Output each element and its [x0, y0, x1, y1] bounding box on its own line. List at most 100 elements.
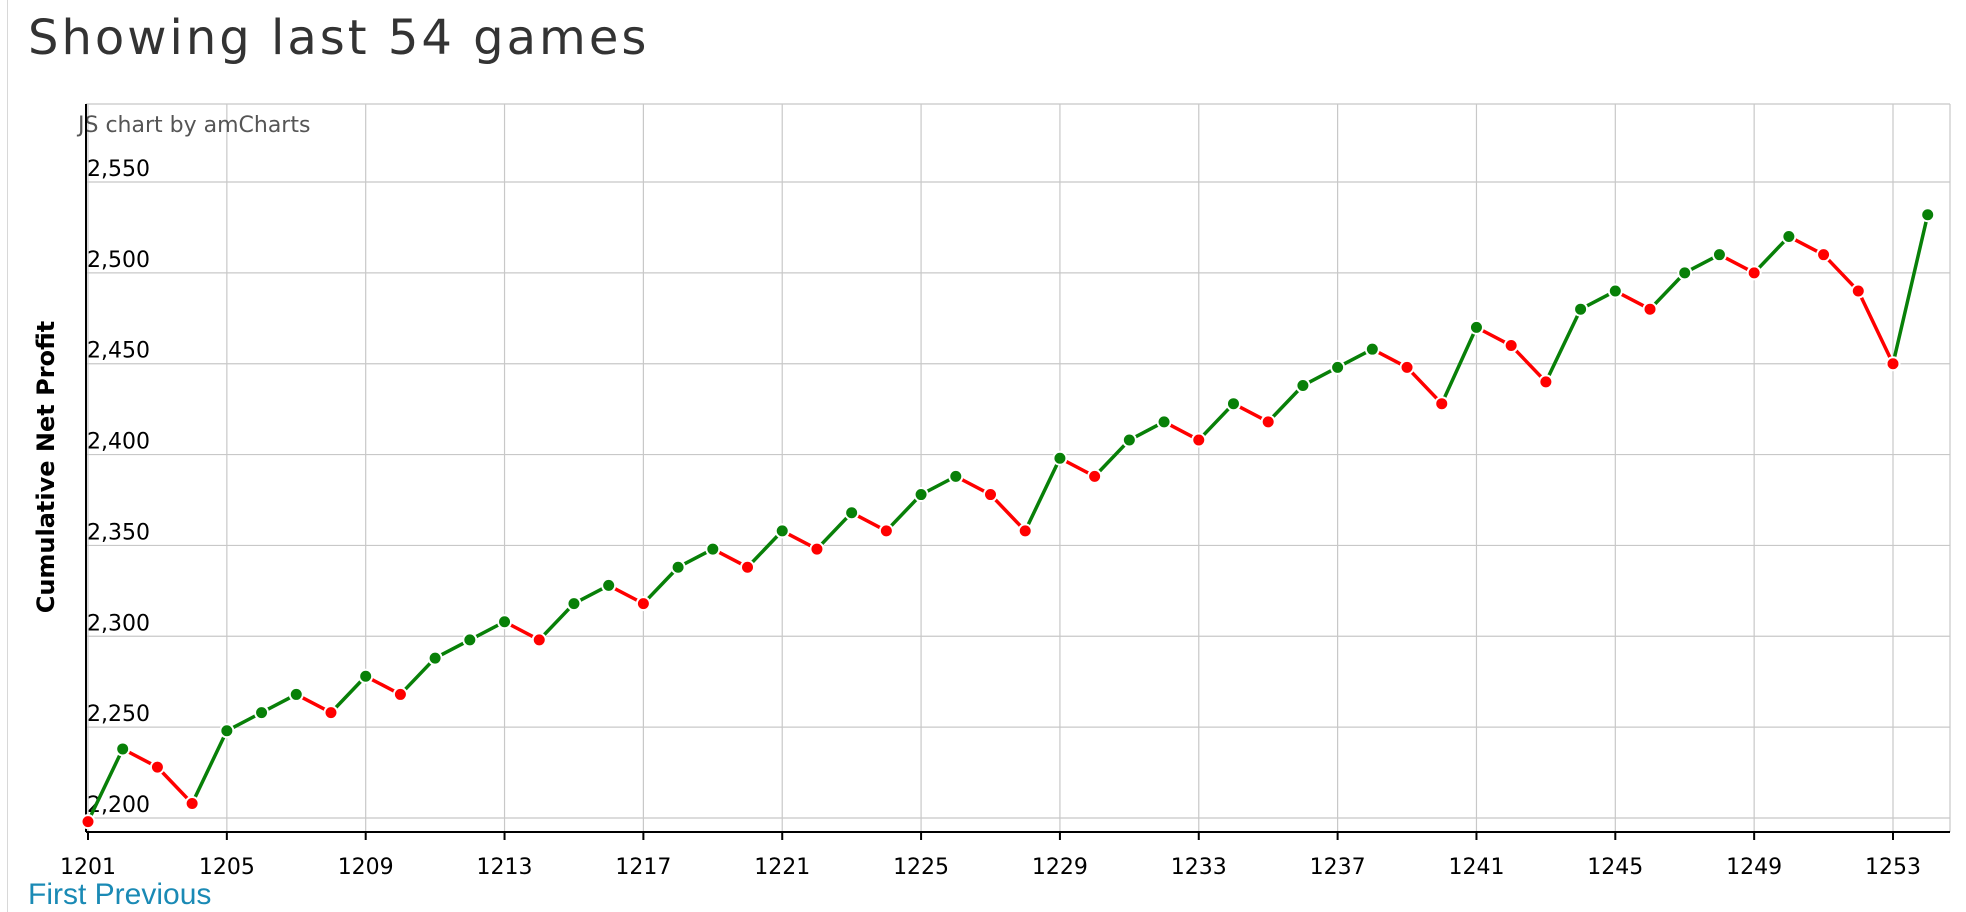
data-point-loss: [809, 541, 825, 557]
x-tick-label: 1237: [1310, 855, 1366, 880]
data-point-win: [288, 686, 304, 702]
y-tick-label: 2,350: [87, 520, 150, 545]
line-segment: [1891, 212, 1930, 366]
line-segment: [1405, 365, 1444, 406]
data-point-loss: [1850, 283, 1866, 299]
y-tick-label: 2,300: [87, 611, 150, 636]
line-segment: [988, 492, 1027, 533]
data-point-win: [1468, 319, 1484, 335]
data-point-loss: [1503, 338, 1519, 354]
data-point-loss: [1260, 414, 1276, 430]
data-point-loss: [635, 596, 651, 612]
data-point-loss: [878, 523, 894, 539]
data-point-win: [1156, 414, 1172, 430]
x-tick-label: 1249: [1726, 855, 1782, 880]
data-point-loss: [80, 814, 96, 830]
x-tick-label: 1201: [60, 855, 116, 880]
x-tick-label: 1213: [477, 855, 533, 880]
data-point-win: [1781, 229, 1797, 245]
first-page-link[interactable]: First: [28, 878, 87, 911]
data-point-win: [1573, 301, 1589, 317]
data-point-win: [219, 723, 235, 739]
chart-grid: [86, 103, 1951, 832]
data-point-win: [1121, 432, 1137, 448]
y-tick-label: 2,400: [87, 430, 150, 455]
x-tick-label: 1253: [1865, 855, 1921, 880]
data-point-win: [601, 577, 617, 593]
line-segment: [1440, 325, 1479, 406]
line-segment: [1266, 383, 1305, 424]
data-point-loss: [149, 759, 165, 775]
data-point-win: [1052, 450, 1068, 466]
profit-points: [80, 207, 1936, 830]
line-segment: [1821, 252, 1861, 293]
data-point-win: [1330, 359, 1346, 375]
y-tick-label: 2,550: [87, 157, 150, 182]
data-point-loss: [323, 705, 339, 721]
data-point-win: [913, 487, 929, 503]
data-point-loss: [1816, 247, 1832, 263]
data-point-win: [670, 559, 686, 575]
data-point-win: [948, 468, 964, 484]
chart-credit[interactable]: JS chart by amCharts: [76, 113, 310, 138]
data-point-loss: [983, 487, 998, 503]
data-point-win: [1295, 378, 1311, 394]
line-segment: [1752, 234, 1791, 275]
line-segment: [745, 529, 784, 569]
data-point-win: [254, 705, 270, 721]
data-point-win: [705, 541, 721, 557]
previous-page-link[interactable]: Previous: [94, 878, 212, 911]
data-point-win: [566, 596, 582, 612]
x-tick-label: 1217: [615, 855, 671, 880]
data-point-loss: [531, 632, 547, 648]
y-axis-label: Cumulative Net Profit: [32, 321, 60, 614]
chart-tick-labels: 2,2002,2502,3002,3502,4002,4502,5002,550…: [60, 157, 1921, 880]
y-tick-label: 2,250: [87, 702, 150, 727]
x-tick-label: 1233: [1171, 855, 1227, 880]
data-point-win: [1607, 283, 1623, 299]
y-tick-label: 2,450: [87, 339, 150, 364]
data-point-win: [427, 650, 443, 666]
line-segment: [190, 729, 229, 806]
line-segment: [884, 492, 923, 533]
data-point-loss: [1191, 432, 1207, 448]
data-point-loss: [184, 795, 200, 811]
data-point-win: [844, 505, 860, 521]
line-segment: [1544, 307, 1583, 384]
data-point-win: [1711, 247, 1727, 263]
x-tick-label: 1209: [338, 855, 394, 880]
data-point-loss: [1885, 356, 1901, 372]
line-segment: [1648, 271, 1687, 311]
data-point-win: [1677, 265, 1693, 281]
line-segment: [398, 656, 437, 697]
data-point-loss: [1538, 374, 1554, 390]
chart-axes: [85, 104, 1950, 840]
line-segment: [1856, 289, 1895, 366]
data-point-win: [1225, 396, 1241, 412]
line-segment: [86, 747, 125, 824]
data-point-loss: [392, 686, 408, 702]
data-point-win: [497, 614, 513, 630]
line-segment: [329, 674, 368, 715]
x-tick-label: 1225: [893, 855, 949, 880]
data-point-loss: [1399, 359, 1415, 375]
data-point-loss: [1434, 396, 1450, 412]
data-point-loss: [1746, 265, 1762, 281]
line-segment: [1023, 456, 1062, 533]
data-point-win: [1920, 207, 1936, 223]
pagination: First Previous: [28, 878, 211, 912]
x-tick-label: 1245: [1587, 855, 1643, 880]
x-tick-label: 1221: [754, 855, 810, 880]
profit-chart: JS chart by amCharts 2,2002,2502,3002,35…: [32, 103, 1951, 880]
left-border: [7, 0, 8, 912]
data-point-win: [462, 632, 478, 648]
x-tick-label: 1205: [199, 855, 255, 880]
y-tick-label: 2,500: [87, 248, 150, 273]
line-segment: [1509, 343, 1548, 384]
line-segment: [1197, 401, 1236, 442]
line-segment: [641, 565, 680, 606]
line-segment: [1092, 438, 1132, 479]
data-point-win: [358, 668, 374, 684]
line-segment: [815, 510, 854, 551]
data-point-loss: [1017, 523, 1033, 539]
